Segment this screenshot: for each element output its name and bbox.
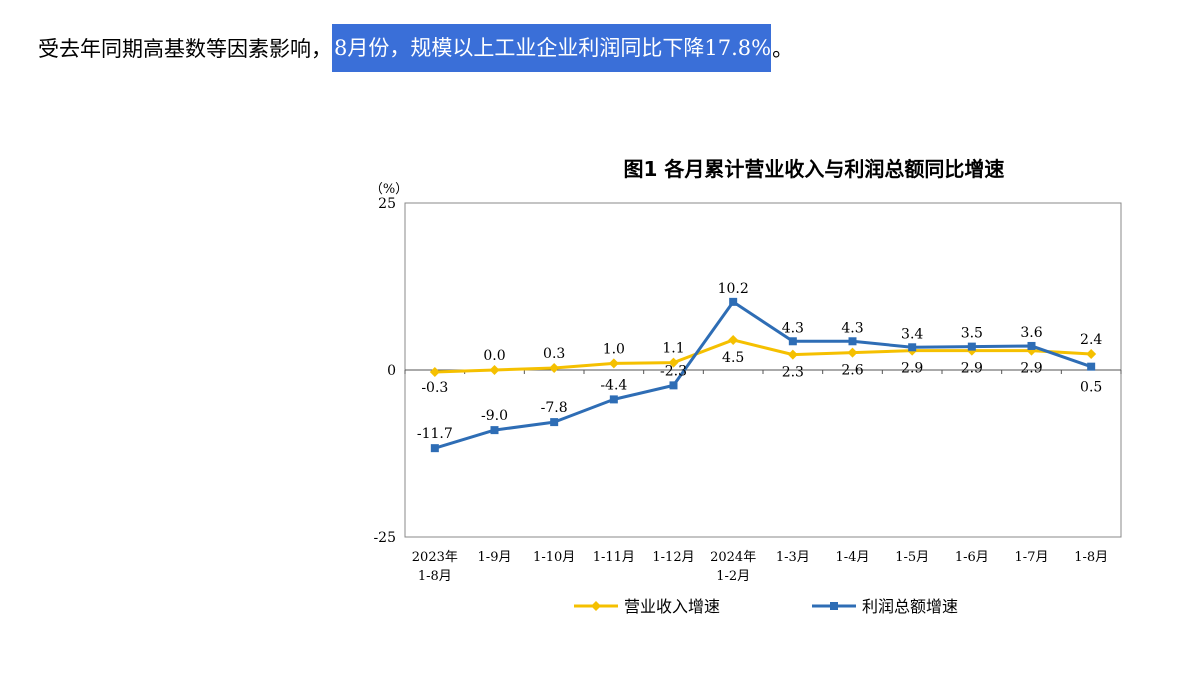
point-revenue bbox=[608, 358, 619, 369]
data-label-profit: 3.4 bbox=[901, 326, 923, 342]
point-revenue bbox=[847, 347, 858, 358]
point-profit bbox=[669, 381, 678, 390]
y-tick-label: -25 bbox=[373, 530, 396, 546]
legend-label-profit: 利润总额增速 bbox=[862, 597, 958, 616]
legend-marker-profit bbox=[830, 602, 838, 610]
data-label-revenue: 0.3 bbox=[543, 346, 565, 362]
data-label-revenue: 0.0 bbox=[483, 348, 505, 364]
x-tick-label: 2023年 bbox=[412, 550, 458, 565]
headline-prefix: 受去年同期高基数等因素影响， bbox=[38, 37, 332, 61]
data-label-profit: 0.5 bbox=[1080, 380, 1102, 396]
point-profit bbox=[550, 418, 559, 427]
x-tick-label: 1-6月 bbox=[955, 550, 989, 565]
headline-highlight[interactable]: 8月份，规模以上工业企业利润同比下降17.8% bbox=[332, 24, 772, 72]
point-revenue bbox=[1086, 348, 1097, 359]
x-tick-label: 1-7月 bbox=[1015, 550, 1049, 565]
data-label-profit: -4.4 bbox=[600, 377, 627, 393]
x-tick-label: 1-3月 bbox=[776, 550, 810, 565]
point-revenue bbox=[668, 357, 679, 368]
point-profit bbox=[848, 337, 857, 346]
data-label-revenue: 2.9 bbox=[961, 361, 983, 377]
point-profit bbox=[1027, 341, 1036, 350]
legend-marker-revenue bbox=[591, 601, 601, 611]
data-label-profit: 3.5 bbox=[961, 326, 983, 342]
x-tick-label: 1-4月 bbox=[836, 550, 870, 565]
x-tick-label: 1-8月 bbox=[418, 569, 452, 584]
data-label-profit: -7.8 bbox=[541, 400, 568, 416]
point-profit bbox=[430, 444, 439, 453]
legend-label-revenue: 营业收入增速 bbox=[624, 597, 720, 616]
x-tick-label: 1-11月 bbox=[593, 550, 635, 565]
data-label-revenue: 2.3 bbox=[782, 365, 804, 381]
point-profit bbox=[490, 426, 499, 435]
point-revenue bbox=[728, 334, 739, 345]
data-label-revenue: -0.3 bbox=[421, 380, 448, 396]
x-tick-label: 2024年 bbox=[710, 550, 756, 565]
x-tick-label: 1-12月 bbox=[652, 550, 694, 565]
data-label-profit: -9.0 bbox=[481, 408, 508, 424]
headline: 受去年同期高基数等因素影响， 8月份，规模以上工业企业利润同比下降17.8% 。 bbox=[38, 24, 793, 72]
x-tick-label: 1-8月 bbox=[1074, 550, 1108, 565]
data-label-profit: 10.2 bbox=[718, 281, 749, 297]
data-label-revenue: 1.1 bbox=[662, 341, 684, 357]
x-tick-label: 1-5月 bbox=[895, 550, 929, 565]
x-tick-label: 1-10月 bbox=[533, 550, 575, 565]
data-label-revenue: 2.9 bbox=[901, 361, 923, 377]
data-label-revenue: 1.0 bbox=[603, 341, 625, 357]
data-label-profit: 4.3 bbox=[782, 320, 804, 336]
point-profit bbox=[967, 342, 976, 351]
series-line-revenue bbox=[434, 338, 1092, 374]
point-revenue bbox=[429, 367, 440, 378]
point-profit bbox=[609, 395, 618, 404]
data-label-profit: -11.7 bbox=[417, 426, 453, 442]
data-label-profit: 3.6 bbox=[1020, 325, 1042, 341]
point-profit bbox=[788, 337, 797, 346]
point-revenue bbox=[549, 362, 560, 373]
chart-title: 图1 各月累计营业收入与利润总额同比增速 bbox=[624, 157, 1005, 181]
data-label-revenue: 4.5 bbox=[722, 350, 744, 366]
y-tick-label: 0 bbox=[387, 363, 396, 379]
x-tick-label: 1-2月 bbox=[716, 569, 750, 584]
series-line-profit bbox=[434, 300, 1092, 450]
y-tick-label: 25 bbox=[378, 196, 396, 212]
point-profit bbox=[908, 343, 917, 352]
point-revenue bbox=[787, 349, 798, 360]
data-label-revenue: 2.9 bbox=[1020, 361, 1042, 377]
data-label-revenue: 2.4 bbox=[1080, 332, 1102, 348]
x-tick-label: 1-9月 bbox=[478, 550, 512, 565]
point-profit bbox=[1087, 362, 1096, 371]
data-label-revenue: 2.6 bbox=[841, 363, 863, 379]
point-revenue bbox=[489, 365, 500, 375]
headline-suffix: 。 bbox=[772, 37, 794, 61]
data-label-profit: 4.3 bbox=[841, 320, 863, 336]
point-profit bbox=[729, 297, 738, 306]
y-axis-unit: （%） bbox=[370, 182, 408, 197]
data-label-profit: -2.3 bbox=[660, 363, 687, 379]
